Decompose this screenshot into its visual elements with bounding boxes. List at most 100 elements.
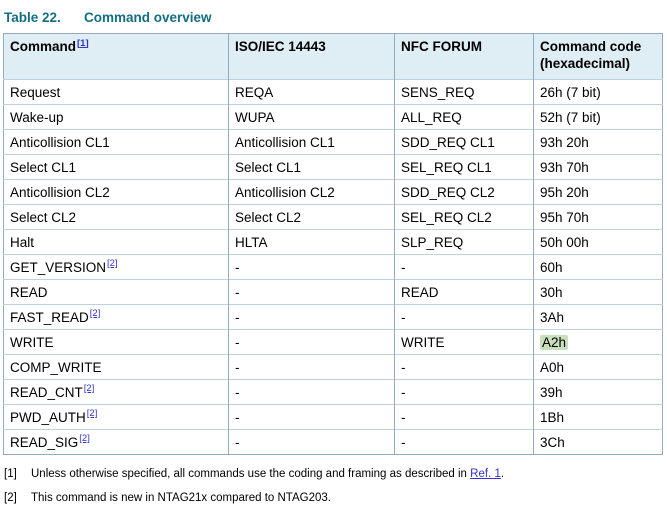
table-row: READ_CNT[2] - -39h [3,379,663,405]
nfc-cell: - [394,304,534,330]
header-command-code: Command code (hexadecimal) [533,33,663,80]
nfc-cell: SLP_REQ [394,229,534,255]
footnote-2-ref-link[interactable]: [2] [89,308,101,319]
command-cell: Halt [3,229,229,255]
table-row: Request REQA SENS_REQ 26h (7 bit) [3,79,663,105]
footnote-2-ref-link[interactable]: [2] [83,383,95,394]
iso-cell: REQA [228,79,395,105]
table-row: Select CL1 Select CL1 SEL_REQ CL1 93h 70h [3,154,663,180]
command-cell: READ_SIG[2] [3,429,229,455]
header-iso: ISO/IEC 14443 [228,33,395,80]
iso-cell: WUPA [228,104,395,130]
command-code-cell: 50h 00h [533,229,663,255]
table-row: READ_SIG[2] - -3Ch [3,429,663,455]
command-cell: COMP_WRITE [3,354,229,380]
header-row: Command[1] ISO/IEC 14443 NFC FORUM Comma… [3,33,663,80]
footnote-2-text: This command is new in NTAG21x compared … [31,492,331,504]
nfc-cell: WRITE [394,329,534,355]
command-cell: READ_CNT[2] [3,379,229,405]
iso-cell: - [228,379,395,405]
nfc-cell: SEL_REQ CL1 [394,154,534,180]
table-row: Wake-up WUPA ALL_REQ 52h (7 bit) [3,104,663,130]
command-code-cell: 52h (7 bit) [533,104,663,130]
nfc-cell: ALL_REQ [394,104,534,130]
command-code-cell: 93h 20h [533,129,663,155]
table-row: READ - READ 30h [3,279,663,305]
nfc-cell: - [394,379,534,405]
page-title: Command overview [84,10,212,25]
header-command: Command[1] [3,33,229,80]
command-code-cell: 95h 20h [533,179,663,205]
header-nfc: NFC FORUM [394,33,534,80]
command-cell: WRITE [3,329,229,355]
footnotes: [1] Unless otherwise specified, all comma… [4,467,664,505]
footnote-2-ref-link[interactable]: [2] [86,408,98,419]
iso-cell: HLTA [228,229,395,255]
table-number: Table 22. [4,10,61,25]
command-code-cell: 3Ch [533,429,663,455]
footnote-2-ref-link[interactable]: [2] [107,258,118,269]
command-cell: Anticollision CL2 [3,179,229,205]
table-row: Anticollision CL2 Anticollision CL2 SDD_RE… [3,179,663,205]
command-code-cell: A0h [533,354,663,380]
command-cell: Anticollision CL1 [3,129,229,155]
table-body: Request REQA SENS_REQ 26h (7 bit) Wake-up WUP… [3,79,663,455]
footnote-2-ref-link[interactable]: [2] [79,433,90,444]
nfc-cell: - [394,354,534,380]
iso-cell: - [228,304,395,330]
iso-cell: - [228,404,395,430]
footnote-2: [2] This command is new in NTAG21x compar… [4,491,664,505]
table-row: PWD_AUTH[2] - -1Bh [3,404,663,430]
command-code-cell: 93h 70h [533,154,663,180]
command-code-cell: 1Bh [533,404,663,430]
nfc-cell: READ [394,279,534,305]
footnote-1-text: Unless otherwise specified, all commands… [31,468,505,480]
footnote-2-marker: [2] [4,492,17,504]
table-row: COMP_WRITE - - A0h [3,354,663,380]
footnote-1-marker: [1] [4,468,17,480]
iso-cell: Select CL1 [228,154,395,180]
command-cell: Request [3,79,229,105]
nfc-cell: SDD_REQ CL2 [394,179,534,205]
command-overview-table: Command[1] ISO/IEC 14443 NFC FORUM Comma… [3,33,663,455]
command-cell: PWD_AUTH[2] [3,404,229,430]
nfc-cell: SDD_REQ CL1 [394,129,534,155]
iso-cell: Anticollision CL1 [228,129,395,155]
nfc-cell: - [394,429,534,455]
nfc-cell: - [394,254,534,280]
command-code-cell: 60h [533,254,663,280]
table-row: FAST_READ[2] - -3Ah [3,304,663,330]
command-code-cell: 3Ah [533,304,663,330]
iso-cell: - [228,429,395,455]
iso-cell: - [228,279,395,305]
iso-cell: - [228,329,395,355]
nfc-cell: - [394,404,534,430]
command-cell: Select CL1 [3,154,229,180]
table-row: Anticollision CL1 Anticollision CL1 SDD_RE… [3,129,663,155]
table-caption: Table 22. Command overview [4,10,664,25]
nfc-cell: SENS_REQ [394,79,534,105]
command-code-cell: 39h [533,379,663,405]
header-command-label: Command [10,39,77,54]
table-row: WRITE - WRITE A2h [3,329,663,355]
command-code-cell: 95h 70h [533,204,663,230]
nfc-cell: SEL_REQ CL2 [394,204,534,230]
highlighted-code: A2h [540,334,569,350]
command-cell: Wake-up [3,104,229,130]
footnote-1: [1] Unless otherwise specified, all comma… [4,467,664,481]
iso-cell: - [228,254,395,280]
command-cell: GET_VERSION[2] [3,254,229,280]
iso-cell: Select CL2 [228,204,395,230]
table-row: Halt HLTA SLP_REQ 50h 00h [3,229,663,255]
iso-cell: Anticollision CL2 [228,179,395,205]
command-cell: FAST_READ[2] [3,304,229,330]
ref-1-link[interactable]: Ref. 1 [470,468,501,480]
table-row: GET_VERSION[2] - -60h [3,254,663,280]
command-cell: Select CL2 [3,204,229,230]
command-code-cell: 26h (7 bit) [533,79,663,105]
iso-cell: - [228,354,395,380]
command-code-cell: A2h [533,329,663,355]
table-row: Select CL2 Select CL2 SEL_REQ CL2 95h 70h [3,204,663,230]
footnote-1-ref-link[interactable]: [1] [77,37,89,49]
